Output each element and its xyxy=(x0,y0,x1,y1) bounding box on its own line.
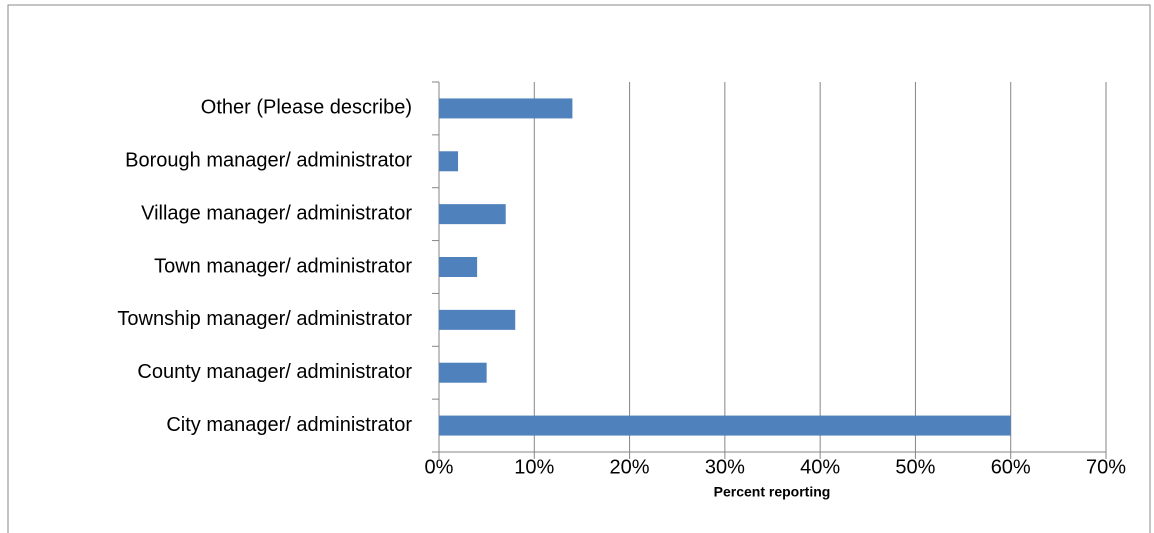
x-tick-label: 30% xyxy=(705,456,745,478)
bar xyxy=(439,151,459,172)
bar xyxy=(439,309,516,330)
x-axis-title: Percent reporting xyxy=(714,484,831,500)
x-tick-label: 10% xyxy=(514,456,554,478)
x-tick-label: 0% xyxy=(425,456,454,478)
x-tick-label: 50% xyxy=(895,456,935,478)
bar xyxy=(439,415,1011,436)
x-tick-label: 70% xyxy=(1086,456,1126,478)
y-tick-label: City manager/ administrator xyxy=(166,414,412,436)
y-tick-label: Other (Please describe) xyxy=(201,97,412,119)
x-tick-label: 60% xyxy=(991,456,1031,478)
y-tick-label: Township manager/ administrator xyxy=(117,308,412,330)
bar xyxy=(439,257,478,277)
x-tick-label: 40% xyxy=(800,456,840,478)
y-tick-label: Borough manager/ administrator xyxy=(125,150,412,172)
bar xyxy=(439,362,487,383)
bar xyxy=(439,204,506,225)
x-tick-label: 20% xyxy=(610,456,650,478)
y-tick-label: Village manager/ administrator xyxy=(141,202,412,224)
y-tick-label: County manager/ administrator xyxy=(137,361,412,383)
chart-border xyxy=(7,4,1151,533)
y-tick-label: Town manager/ administrator xyxy=(154,255,412,277)
bar xyxy=(439,98,573,119)
